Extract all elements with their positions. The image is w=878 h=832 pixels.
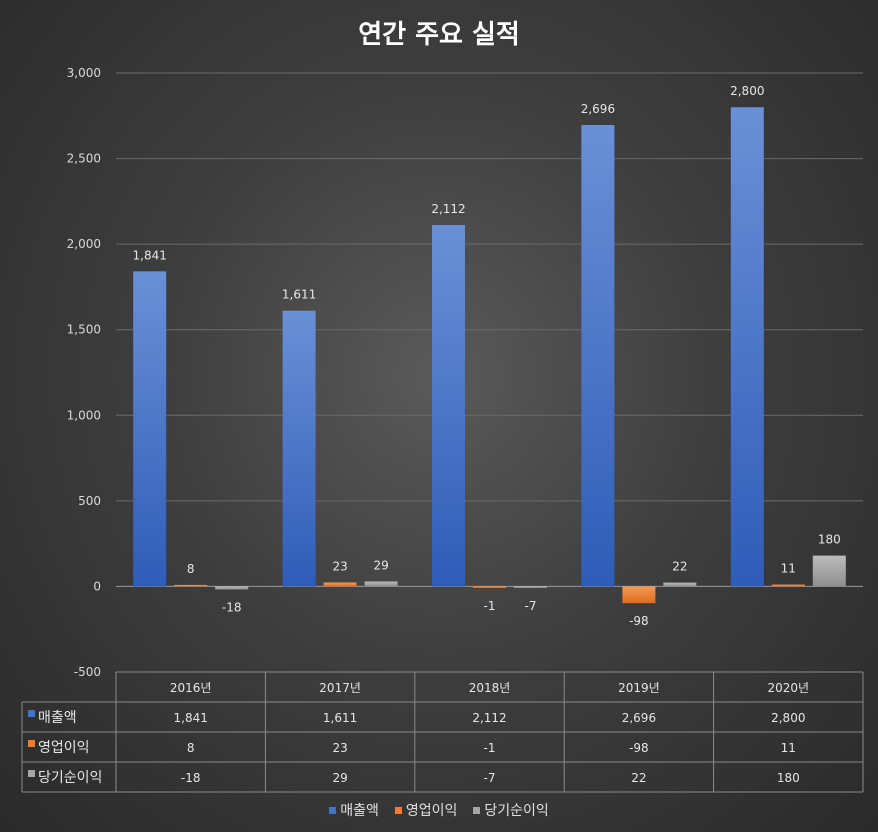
bar-매출액 xyxy=(432,224,465,587)
table-header-cell: 2018년 xyxy=(469,681,511,695)
legend-swatch xyxy=(329,806,337,814)
table-cell: 1,841 xyxy=(174,711,208,725)
bar-영업이익 xyxy=(174,584,208,587)
table-cell: -18 xyxy=(181,771,201,785)
y-tick-label: -500 xyxy=(74,665,101,679)
bar-매출액 xyxy=(133,271,167,587)
table-row-label: 매출액 xyxy=(38,710,77,726)
bar-영업이익 xyxy=(622,586,656,604)
table-cell: -98 xyxy=(629,741,649,755)
legend-item: 매출액 xyxy=(329,800,379,820)
data-label: 29 xyxy=(373,558,388,572)
data-label: 23 xyxy=(332,559,347,573)
bar-매출액 xyxy=(581,125,615,587)
table-cell: 8 xyxy=(187,741,195,755)
legend-item: 당기순이익 xyxy=(473,800,549,820)
legend: 매출액 영업이익 당기순이익 xyxy=(0,800,878,820)
bar-당기순이익 xyxy=(364,581,398,587)
table-cell: 2,696 xyxy=(622,711,656,725)
table-cell: 11 xyxy=(781,741,796,755)
table-cell: 22 xyxy=(631,771,646,785)
bar-영업이익 xyxy=(473,586,506,588)
bar-당기순이익 xyxy=(514,586,547,588)
y-tick-label: 0 xyxy=(93,579,101,593)
bar-매출액 xyxy=(730,107,764,587)
y-tick-label: 500 xyxy=(78,494,101,508)
legend-label: 당기순이익 xyxy=(484,803,549,819)
data-label: -1 xyxy=(484,599,496,613)
table-header-cell: 2020년 xyxy=(768,681,810,695)
bar-영업이익 xyxy=(323,582,357,587)
table-row-label: 영업이익 xyxy=(38,740,90,756)
data-label: 1,841 xyxy=(133,248,167,262)
table-cell: 2,112 xyxy=(472,711,506,725)
bar-당기순이익 xyxy=(812,555,846,587)
table-header-cell: 2017년 xyxy=(319,681,361,695)
bar-영업이익 xyxy=(771,584,805,587)
data-label: 11 xyxy=(781,562,796,576)
data-label: -18 xyxy=(222,601,242,615)
data-label: 2,800 xyxy=(730,84,764,98)
table-cell: -7 xyxy=(484,771,496,785)
data-label: 8 xyxy=(187,562,195,576)
bar-당기순이익 xyxy=(215,586,249,590)
legend-label: 매출액 xyxy=(340,803,379,819)
y-tick-label: 2,500 xyxy=(67,152,101,166)
table-legend-key xyxy=(28,770,35,777)
data-label: 180 xyxy=(818,533,841,547)
data-label: 1,611 xyxy=(282,288,316,302)
table-cell: 1,611 xyxy=(323,711,357,725)
chart-title: 연간 주요 실적 xyxy=(358,20,520,50)
table-row-label: 당기순이익 xyxy=(38,770,102,786)
table-cell: 2,800 xyxy=(771,711,805,725)
table-cell: -1 xyxy=(484,741,496,755)
data-label: 2,696 xyxy=(581,102,615,116)
legend-label: 영업이익 xyxy=(405,803,458,819)
y-tick-label: 3,000 xyxy=(67,66,101,80)
legend-swatch xyxy=(394,806,402,814)
table-legend-key xyxy=(28,740,35,747)
bar-매출액 xyxy=(282,310,316,587)
data-label: -98 xyxy=(629,614,649,628)
data-label: 2,112 xyxy=(431,202,465,216)
data-label: 22 xyxy=(672,560,687,574)
y-tick-label: 2,000 xyxy=(67,237,101,251)
data-label: -7 xyxy=(525,599,537,613)
y-tick-label: 1,500 xyxy=(67,323,101,337)
table-header-cell: 2016년 xyxy=(170,681,212,695)
table-cell: 180 xyxy=(777,771,800,785)
table-cell: 23 xyxy=(332,741,347,755)
legend-swatch xyxy=(473,806,481,814)
table-cell: 29 xyxy=(332,771,347,785)
legend-item: 영업이익 xyxy=(394,800,458,820)
y-tick-label: 1,000 xyxy=(67,408,101,422)
table-legend-key xyxy=(28,710,35,717)
table-header-cell: 2019년 xyxy=(618,681,660,695)
bar-당기순이익 xyxy=(663,582,697,587)
